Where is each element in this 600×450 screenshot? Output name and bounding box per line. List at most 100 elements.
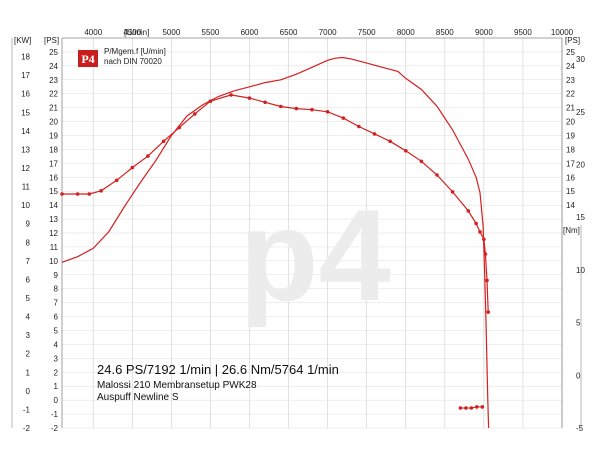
ps-tick-label: 24	[49, 62, 58, 71]
nm-tick-label: 5	[576, 319, 581, 328]
ps-tick-label-right: 25	[566, 48, 575, 57]
ps-tick-label: 14	[49, 201, 58, 210]
ps-tick-label-right: 21	[566, 104, 575, 113]
torque-point	[130, 165, 135, 170]
ps-tick-label: 21	[49, 104, 58, 113]
kw-tick-label: 4	[26, 313, 31, 322]
ps-tick-label-right: 15	[566, 187, 575, 196]
torque-point	[294, 106, 299, 111]
legend-line-2: nach DIN 70020	[104, 57, 162, 66]
ps-tick-label: 15	[49, 187, 58, 196]
ps-tick-label-right: 19	[566, 132, 575, 141]
ps-tick-label: 4	[54, 340, 59, 349]
end-marker-point	[475, 405, 479, 409]
torque-point	[486, 310, 491, 314]
kw-tick-label: 10	[21, 201, 30, 210]
torque-point	[177, 125, 181, 130]
x-tick-label: 5000	[162, 28, 180, 37]
legend: P4 P/Mgem.f [U/min] nach DIN 70020	[78, 47, 166, 67]
torque-point	[146, 154, 150, 158]
x-tick-label: 6000	[241, 28, 259, 37]
ps-tick-label: 1	[54, 382, 59, 391]
torque-point	[372, 132, 377, 136]
x-axis-ticks: 4000 4500 5000 5500 6000 6500 7000 7500 8000 8500…	[84, 28, 573, 37]
result-headline: 24.6 PS/7192 1/min | 26.6 Nm/5764 1/min	[97, 362, 339, 377]
kw-tick-label: 15	[21, 108, 30, 117]
ps-unit-label-right: [PS]	[565, 36, 580, 45]
end-marker-point	[464, 406, 468, 410]
kw-tick-label: 16	[21, 90, 30, 99]
torque-point	[87, 192, 92, 196]
ps-tick-label: 11	[50, 243, 59, 252]
watermark-text: p4	[239, 182, 391, 328]
setup-line: Malossi 210 Membransetup PWK28	[97, 380, 257, 391]
x-tick-label: 4500	[123, 28, 141, 37]
chart-grid	[11, 37, 582, 429]
x-tick-label: 9000	[475, 28, 493, 37]
torque-point	[208, 99, 213, 103]
torque-curve-points	[60, 93, 491, 314]
torque-point	[435, 173, 439, 177]
torque-point	[482, 237, 486, 242]
kw-tick-label: 13	[21, 145, 30, 154]
torque-point	[474, 221, 478, 226]
torque-point	[229, 93, 233, 97]
torque-point	[478, 230, 482, 234]
ps-tick-label: 22	[49, 90, 58, 99]
ps-unit-label: [PS]	[44, 36, 59, 45]
torque-point	[279, 104, 283, 109]
ps-tick-label: -2	[51, 424, 59, 433]
torque-point	[341, 116, 346, 120]
ps-tick-label-right: 20	[566, 118, 575, 127]
nm-tick-label: 15	[576, 213, 585, 222]
torque-point	[466, 209, 471, 213]
ps-tick-label: 19	[49, 132, 58, 141]
x-tick-label: 4000	[84, 28, 102, 37]
ps-tick-label-right: 14	[566, 201, 575, 210]
kw-tick-label: 3	[26, 331, 31, 340]
x-tick-label: 9500	[514, 28, 532, 37]
ps-tick-label: 5	[54, 327, 59, 336]
torque-point	[161, 139, 166, 144]
kw-tick-label: 12	[21, 164, 30, 173]
ps-tick-label: 25	[49, 48, 58, 57]
x-unit-label: [U/min]	[124, 28, 149, 37]
torque-point	[114, 178, 119, 183]
x-tick-label: 7500	[358, 28, 376, 37]
torque-point	[483, 252, 488, 256]
ps-tick-label-right: 16	[566, 173, 575, 182]
ps-tick-label: 9	[54, 271, 59, 280]
nm-tick-label: 0	[576, 371, 581, 380]
ps-tick-label: 16	[49, 173, 58, 182]
torque-point	[310, 107, 314, 112]
nm-unit-label: [Nm]	[563, 226, 580, 235]
ps-tick-label-right: 22	[566, 90, 575, 99]
torque-point	[325, 110, 330, 114]
nm-axis-ticks: -5 0 5 10 15 20 25 30	[576, 55, 585, 433]
torque-point	[450, 190, 455, 194]
torque-point	[247, 96, 252, 100]
kw-tick-label: 9	[26, 220, 31, 229]
kw-tick-label: 17	[21, 71, 30, 80]
torque-point	[193, 112, 197, 116]
ps-tick-label: 20	[49, 118, 58, 127]
torque-point	[75, 192, 80, 196]
p4-logo	[78, 50, 98, 67]
ps-tick-label: 13	[49, 215, 58, 224]
kw-tick-label: -2	[23, 424, 31, 433]
ps-tick-label: 8	[54, 285, 59, 294]
kw-tick-label: 2	[26, 350, 31, 359]
torque-point	[60, 192, 64, 196]
power-curve-line	[61, 56, 490, 429]
x-tick-label: 7000	[319, 28, 337, 37]
ps-tick-label: 17	[49, 159, 58, 168]
kw-tick-label: 6	[26, 275, 31, 284]
end-marker-series	[458, 405, 485, 410]
ps-axis-ticks-right: 14 15 16 17 18 19 20 21 22 23 24 25	[566, 48, 575, 210]
nm-tick-label: -5	[576, 424, 584, 433]
end-marker-point	[480, 405, 485, 409]
ps-tick-label-right: 24	[566, 62, 575, 71]
nm-tick-label: 20	[576, 160, 585, 169]
kw-tick-label: 7	[26, 257, 31, 266]
